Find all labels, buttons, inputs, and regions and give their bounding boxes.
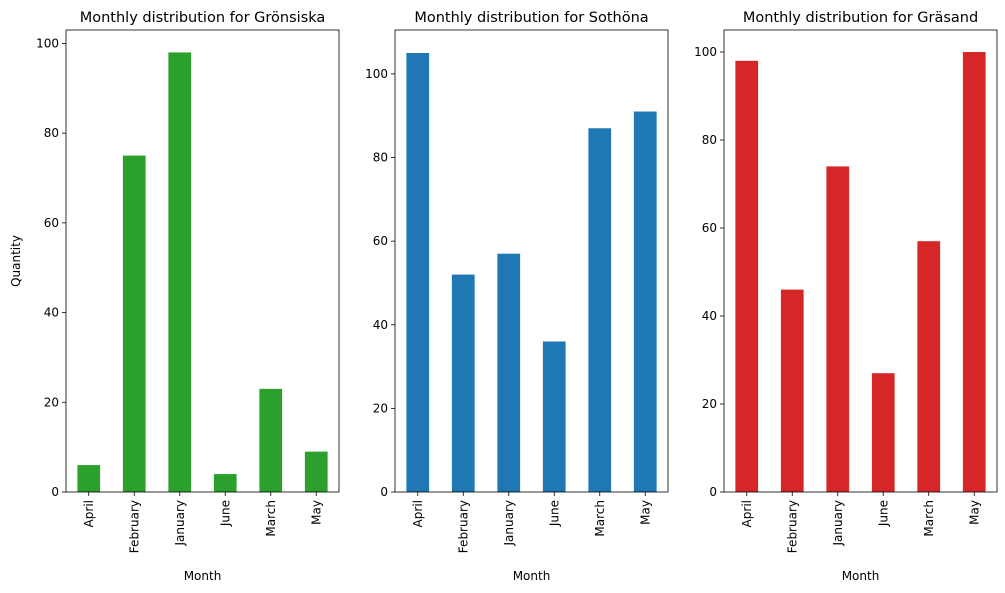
y-tick-label: 20 [44,395,59,409]
bar-june [213,474,237,492]
y-tick-label: 100 [36,36,59,50]
x-tick-label: January [502,500,516,547]
x-tick-label: April [82,500,96,527]
chart-panel-1: 0 20 40 60 80 100 April February January June Marc… [9,10,340,583]
x-tick-label: June [876,500,890,527]
chart-panel-3: 0 20 40 60 80 100 April February January June Marc… [694,10,998,583]
bar-june [871,373,895,492]
x-tick-label: March [264,500,278,537]
x-axis-label: Month [842,569,880,583]
x-tick-label: March [593,500,607,537]
y-tick-label: 80 [44,126,59,140]
x-axis-label: Month [184,569,222,583]
bar-march [588,128,612,492]
bar-january [168,52,192,492]
y-tick-label: 20 [702,397,717,411]
bar-april [735,60,759,493]
plot-frame [394,29,669,493]
x-tick-label: February [785,500,799,553]
y-tick-label: 100 [365,67,388,81]
bar-may [633,111,657,492]
y-tick-label: 0 [709,485,717,499]
y-tick-label: 60 [373,234,388,248]
x-tick-label: April [411,500,425,527]
bar-january [497,253,521,492]
y-tick-label: 100 [694,45,717,59]
y-tick-label: 0 [380,485,388,499]
x-tick-label: March [922,500,936,537]
y-tick-label: 60 [44,216,59,230]
x-tick-label: May [967,500,981,525]
x-tick-label: May [309,500,323,525]
bar-march [917,241,941,492]
bar-april [77,465,101,492]
y-tick-label: 40 [373,318,388,332]
chart-title: Monthly distribution for Sothöna [414,10,648,26]
chart-panel-2: 0 20 40 60 80 100 April February January June Marc… [365,10,669,583]
y-tick-label: 60 [702,221,717,235]
x-tick-label: January [173,500,187,547]
y-tick-label: 40 [702,309,717,323]
bar-may [962,52,986,492]
x-tick-label: January [831,500,845,547]
y-tick-label: 40 [44,306,59,320]
chart-title: Monthly distribution for Grönsiska [80,10,326,26]
y-tick-label: 80 [702,133,717,147]
bar-february [780,289,804,492]
bar-may [304,451,328,492]
x-tick-label: May [638,500,652,525]
bar-june [542,341,566,492]
x-tick-label: February [127,500,141,553]
bar-march [259,388,283,492]
x-tick-label: February [456,500,470,553]
plot-frame [723,29,998,493]
bar-february [122,155,146,493]
chart-title: Monthly distribution for Gräsand [743,10,978,26]
y-axis-label: Quantity [9,235,23,287]
bar-february [451,274,475,492]
bar-april [406,52,430,492]
plot-frame [65,29,340,493]
x-tick-label: June [547,500,561,527]
bar-january [826,166,850,492]
x-tick-label: April [740,500,754,527]
y-tick-label: 80 [373,151,388,165]
x-axis-label: Month [513,569,551,583]
y-tick-label: 20 [373,401,388,415]
x-tick-label: June [218,500,232,527]
y-tick-label: 0 [51,485,59,499]
